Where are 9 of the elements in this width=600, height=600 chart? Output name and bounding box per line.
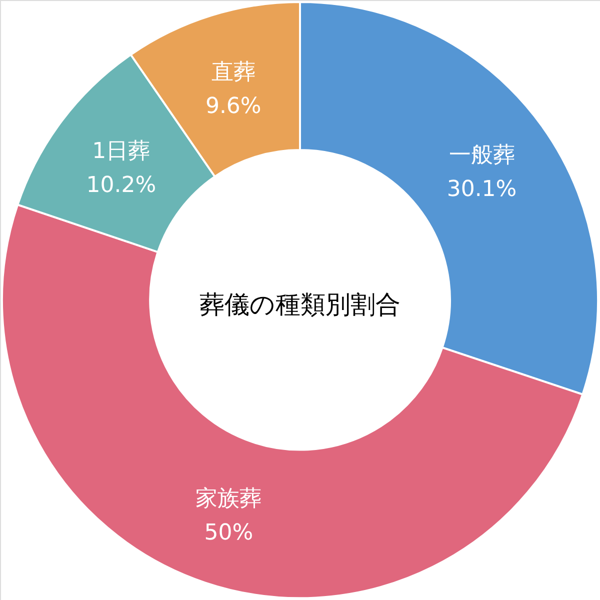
data-label: 50% — [204, 520, 254, 546]
data-label: 9.6% — [205, 94, 262, 120]
slice-label: 直葬 — [211, 60, 256, 86]
slice-label: 家族葬 — [196, 486, 262, 512]
data-label: 10.2% — [86, 173, 156, 198]
data-label: 30.1% — [446, 177, 517, 202]
text: 葬儀の種類別割合 — [200, 290, 400, 319]
slice-label: 1日葬 — [92, 139, 150, 164]
slice-label: 一般葬 — [448, 143, 515, 168]
